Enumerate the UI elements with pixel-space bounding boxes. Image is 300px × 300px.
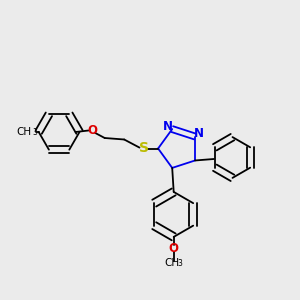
Text: CH: CH (165, 258, 180, 268)
Text: O: O (169, 242, 179, 255)
Text: CH: CH (17, 127, 32, 137)
Text: 3: 3 (177, 260, 182, 268)
Text: N: N (163, 120, 173, 133)
Text: O: O (87, 124, 97, 137)
Text: 3: 3 (32, 128, 37, 137)
Text: N: N (194, 127, 204, 140)
Text: S: S (139, 142, 149, 155)
